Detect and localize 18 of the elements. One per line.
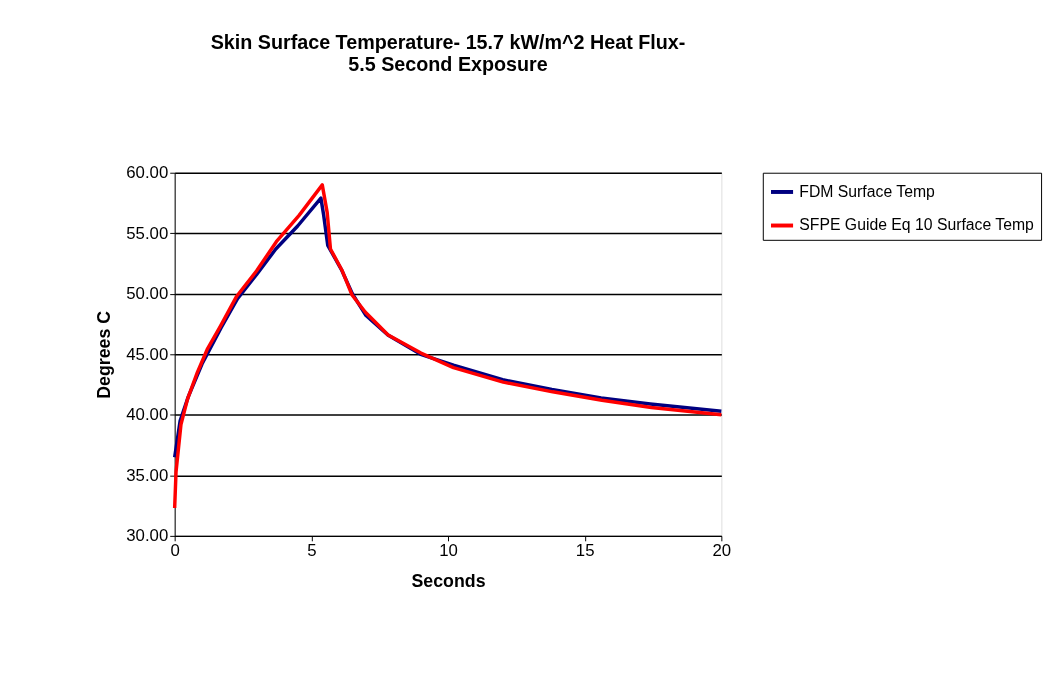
y-axis-title: Degrees C xyxy=(94,310,115,399)
x-axis-title: Seconds xyxy=(411,570,486,591)
legend-label: SFPE Guide Eq 10 Surface Temp xyxy=(799,216,1035,234)
x-tick-label: 15 xyxy=(575,541,595,561)
line-series xyxy=(172,183,724,510)
y-tick-label: 35.00 xyxy=(126,465,169,485)
y-tick-label: 50.00 xyxy=(126,284,169,304)
legend-label: FDM Surface Temp xyxy=(799,182,936,200)
y-tick-label: 40.00 xyxy=(126,405,169,425)
y-tick-label: 55.00 xyxy=(126,223,169,243)
chart-title: Skin Surface Temperature- 15.7 kW/m^2 Heat Flux- 5.5 Second Exposure xyxy=(210,31,686,76)
x-tick-label: 0 xyxy=(170,541,180,561)
x-tick-label: 5 xyxy=(307,541,317,561)
y-tick-label: 30.00 xyxy=(126,526,169,546)
y-tick-label: 60.00 xyxy=(126,163,169,183)
x-tick-label: 20 xyxy=(712,541,732,561)
x-tick-label: 10 xyxy=(439,541,458,561)
y-tick-label: 45.00 xyxy=(126,344,169,364)
